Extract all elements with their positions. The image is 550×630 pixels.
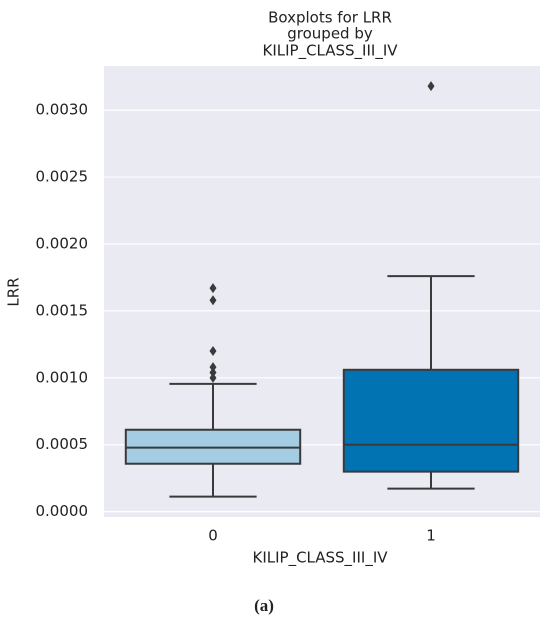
outlier xyxy=(209,295,217,306)
caption: (a) xyxy=(254,596,274,615)
y-tick-label: 0.0005 xyxy=(36,435,89,453)
outlier xyxy=(209,367,217,378)
outlier xyxy=(427,81,435,92)
chart-title: KILIP_CLASS_III_IV xyxy=(262,42,398,61)
chart-title: Boxplots for LRR xyxy=(268,9,392,27)
y-tick-label: 0.0020 xyxy=(36,234,89,252)
outlier xyxy=(209,362,217,373)
x-axis-label: KILIP_CLASS_III_IV xyxy=(252,549,388,568)
outlier xyxy=(209,346,217,357)
y-tick-label: 0.0000 xyxy=(36,502,89,520)
box xyxy=(342,368,520,473)
y-axis-label: LRR xyxy=(5,277,23,306)
chart-title: grouped by xyxy=(287,25,373,43)
x-tick-label: 0 xyxy=(208,527,218,545)
y-tick-label: 0.0025 xyxy=(36,168,89,186)
y-tick-label: 0.0015 xyxy=(36,301,89,319)
outlier xyxy=(209,372,217,383)
y-tick-label: 0.0030 xyxy=(36,101,89,119)
y-tick-label: 0.0010 xyxy=(36,368,89,386)
outlier xyxy=(209,283,217,294)
x-tick-label: 1 xyxy=(426,527,436,545)
